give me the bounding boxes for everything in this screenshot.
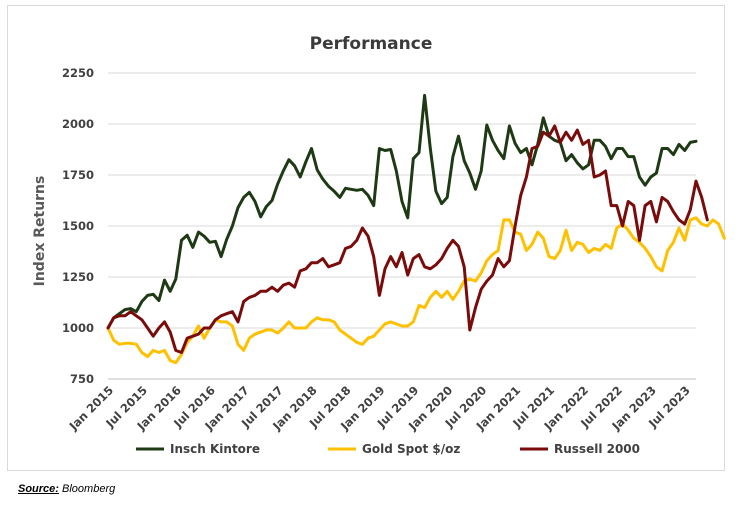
performance-chart: Performance 750100012501500175020002250 … — [32, 34, 726, 456]
y-tick-label: 1750 — [62, 168, 94, 182]
source-text: Bloomberg — [62, 483, 116, 495]
legend-label: Insch Kintore — [170, 442, 260, 456]
y-axis-label: Index Returns — [32, 176, 48, 287]
y-axis-ticks: 750 1000 1250 1500 1750 2000 2250 — [62, 66, 94, 386]
y-tick-label: 1500 — [62, 219, 94, 233]
chart-frame: Performance 750 1000 1250 1500 1750 2000 2250 … — [7, 5, 726, 471]
y-tick-label: 1000 — [62, 321, 94, 335]
chart-title: Performance — [310, 34, 433, 54]
y-tick-label: 1250 — [62, 270, 94, 284]
source-label: Source: — [18, 483, 59, 495]
y-tick-label: 2250 — [62, 66, 94, 80]
series-line — [106, 124, 709, 354]
series-line — [106, 93, 698, 330]
source-note: Source: Bloomberg — [18, 483, 115, 495]
y-tick-label: 2000 — [62, 117, 94, 131]
legend: Insch Kintore Gold Spot $/oz Russell 2000 — [136, 442, 640, 456]
gridlines — [108, 72, 696, 380]
y-tick-label: 750 — [70, 372, 94, 386]
legend-label: Gold Spot $/oz — [362, 442, 460, 456]
legend-label: Russell 2000 — [554, 442, 640, 456]
series-line — [106, 216, 726, 365]
series-lines — [106, 93, 726, 365]
